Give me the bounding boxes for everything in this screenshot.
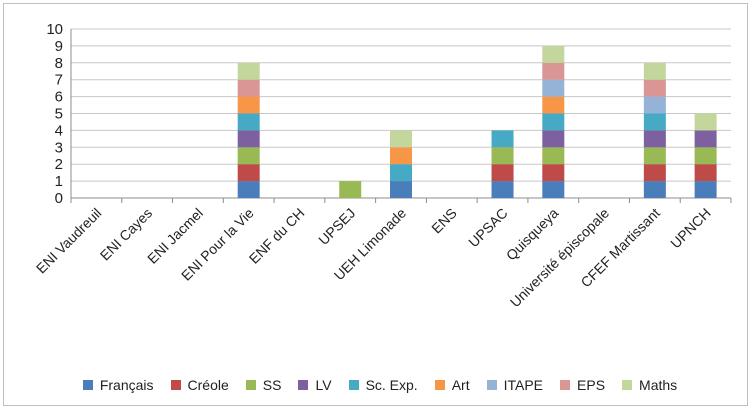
legend-swatch [245, 380, 256, 390]
y-tick-label: 4 [55, 122, 63, 139]
legend-item: Créole [170, 377, 229, 393]
legend-label: Maths [639, 377, 678, 393]
bar-segment [643, 164, 666, 182]
bar-segment [542, 130, 565, 148]
x-tick-label: UPNCH [667, 205, 714, 252]
bar-segment [390, 181, 412, 198]
y-tick-label: 6 [55, 89, 63, 106]
bar-segment [491, 164, 514, 182]
bar-segment [491, 147, 514, 165]
bar-segment [542, 113, 565, 131]
bar-segment [542, 45, 565, 63]
bar-segment [643, 147, 666, 165]
legend-item: Sc. Exp. [348, 377, 418, 393]
bar-segment [542, 96, 565, 114]
legend-label: Créole [187, 377, 229, 393]
bar-segment [542, 147, 565, 165]
legend-swatch [434, 380, 445, 390]
y-tick-label: 5 [55, 106, 63, 123]
bar-segment [491, 130, 514, 148]
legend-swatch [622, 380, 633, 390]
legend-label: EPS [577, 377, 606, 393]
x-tick-label: ENF du CH [246, 205, 308, 267]
legend-item: EPS [560, 377, 605, 393]
bar-segment [237, 130, 260, 148]
bar-segment [643, 113, 666, 131]
y-tick-label: 7 [55, 72, 63, 89]
legend-item: SS [245, 377, 282, 393]
legend-swatch [560, 380, 571, 390]
bar-segment [643, 79, 666, 97]
y-tick-label: 2 [55, 156, 63, 173]
legend-label: Sc. Exp. [365, 377, 418, 393]
bar-segment [237, 113, 260, 131]
legend-swatch [82, 380, 93, 390]
bar-segment [542, 79, 565, 97]
bar-segment [390, 130, 412, 148]
bar-segment [542, 62, 565, 80]
legend-swatch [170, 380, 181, 390]
bar-segment [643, 62, 666, 80]
legend-label: Art [451, 377, 470, 393]
x-tick-label: ENS [428, 205, 460, 237]
legend-label: SS [262, 377, 282, 393]
legend-label: LV [315, 377, 332, 393]
y-tick-label: 0 [55, 190, 63, 207]
y-tick-label: 3 [55, 139, 63, 156]
y-tick-label: 8 [55, 55, 63, 72]
bar-segment [491, 181, 514, 198]
bar-segment [694, 181, 717, 198]
chart-legend: Français Créole SS LV Sc. Exp. Art ITAPE EPS Mat… [4, 372, 752, 398]
bar-segment [237, 164, 260, 182]
bar-segment [694, 164, 717, 182]
x-tick-label: ENI Vaudreuil [33, 205, 105, 277]
bar-segment [237, 147, 260, 165]
bar-segment [237, 79, 260, 97]
legend-swatch [486, 380, 497, 390]
legend-item: Art [434, 377, 470, 393]
y-tick-label: 9 [55, 38, 63, 55]
bar-segment [542, 181, 565, 198]
y-tick-label: 1 [55, 173, 63, 190]
x-tick-label: UPSAC [465, 205, 510, 250]
y-tick-label: 10 [46, 21, 63, 38]
bar-segment [237, 181, 260, 198]
legend-swatch [348, 380, 359, 390]
legend-item: Maths [622, 377, 677, 393]
bar-segment [694, 130, 717, 148]
bar-segment [237, 62, 260, 80]
x-tick-label: UPSEJ [315, 205, 358, 248]
legend-item: Français [82, 377, 154, 393]
legend-swatch [298, 380, 309, 390]
x-tick-label: Université épiscopale [507, 205, 613, 311]
bar-segment [237, 96, 260, 114]
bar-segment [542, 164, 565, 182]
legend-item: LV [298, 377, 332, 393]
bar-segment [643, 181, 666, 198]
bar-segment [643, 96, 666, 114]
legend-item: ITAPE [486, 377, 544, 393]
bar-segment [694, 113, 717, 131]
bar-segment [694, 147, 717, 165]
bar-segment [390, 164, 412, 182]
legend-label: Français [99, 377, 154, 393]
bar-segment [390, 147, 412, 165]
legend-label: ITAPE [503, 377, 544, 393]
chart-frame: 0 1 2 3 4 5 6 7 8 9 10 ENI Vaudreuil ENI Cayes ENI Ja… [3, 3, 748, 406]
bar-segment [339, 181, 362, 198]
bar-segment [643, 130, 666, 148]
